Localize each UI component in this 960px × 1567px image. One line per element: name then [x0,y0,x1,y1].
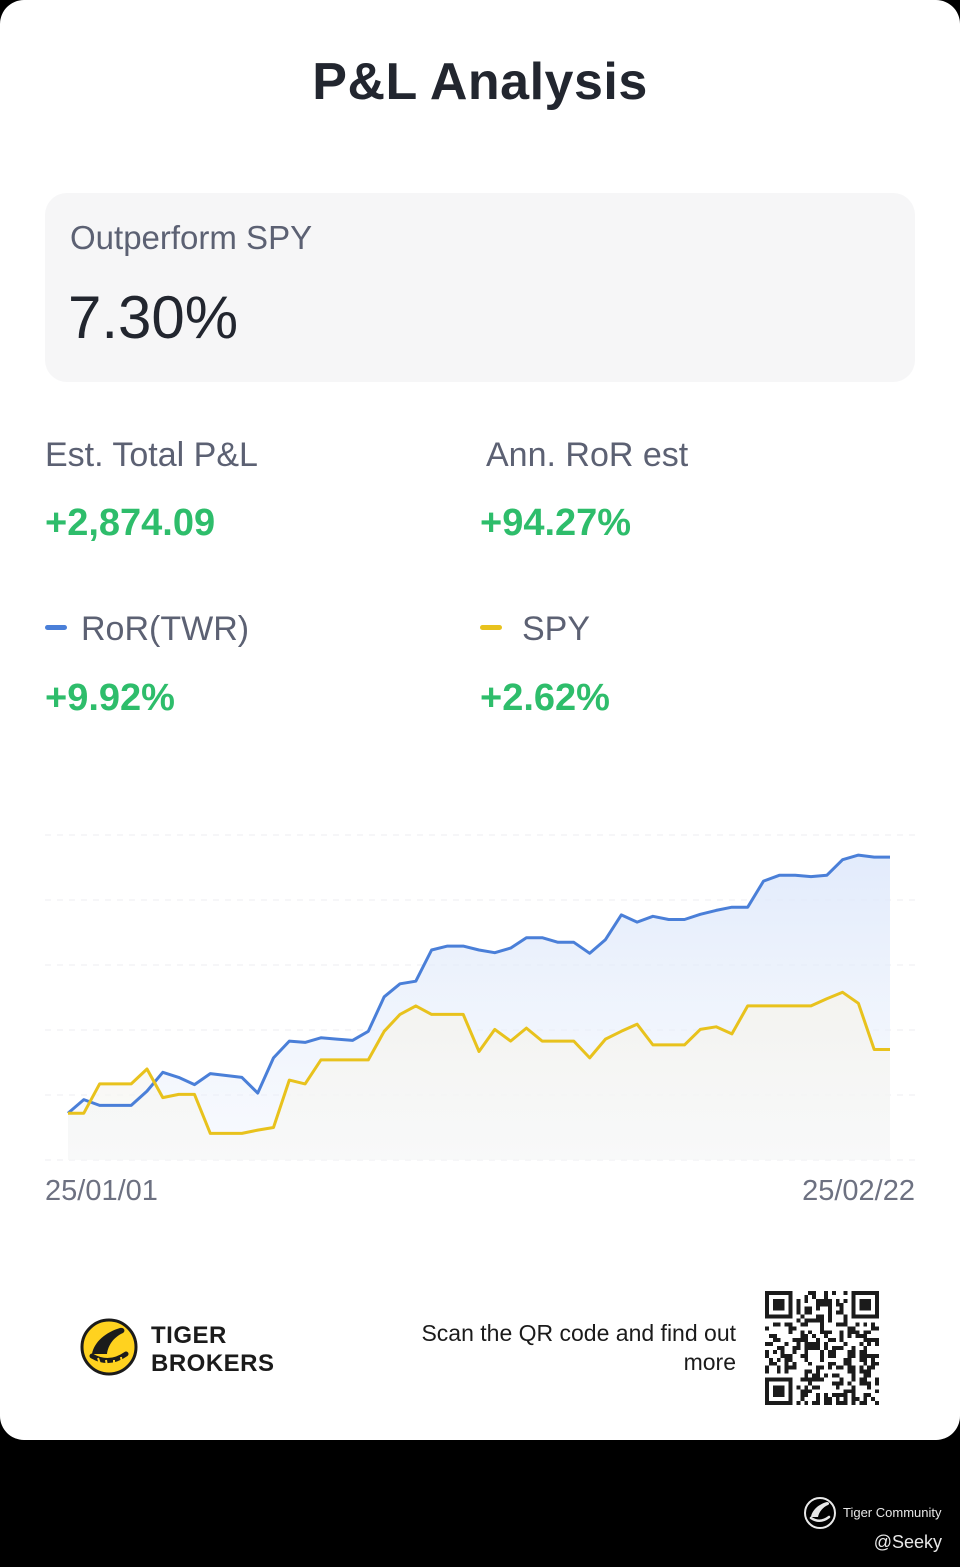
brand-line-2: BROKERS [151,1350,275,1377]
ror-legend-label: RoR(TWR) [81,610,250,648]
x-axis-start-label: 25/01/01 [45,1175,158,1207]
tiger-community-label: Tiger Community [843,1505,942,1520]
ann-ror-value: +94.27% [480,502,632,544]
performance-chart [45,834,915,1161]
scan-qr-text: Scan the QR code and find out more [421,1320,736,1375]
outperform-label: Outperform SPY [70,219,313,256]
spy-series-line [68,990,890,1135]
spy-legend-swatch [480,625,502,630]
ann-ror-label: Ann. RoR est [486,436,689,474]
qr-code[interactable] [765,1291,879,1405]
tiger-community-brand: Tiger Community [803,1496,953,1532]
x-axis-end-label: 25/02/22 [802,1175,915,1207]
outperform-value: 7.30% [68,284,239,351]
ror-value: +9.92% [45,677,175,719]
total-pl-label: Est. Total P&L [45,436,258,474]
tiger-brokers-logo: TIGER BROKERS [80,1318,274,1380]
ror-series-line [67,853,890,1115]
tiger-logo-icon [80,1318,138,1376]
spy-series-area [68,992,890,1160]
outperform-panel: Outperform SPY 7.30% [45,193,915,382]
user-handle: @Seeky [873,1532,942,1552]
pl-analysis-card: P&L Analysis Outperform SPY 7.30% Est. T… [0,0,960,1440]
tiger-brokers-wordmark: TIGER BROKERS [151,1322,275,1378]
brand-line-1: TIGER [151,1322,227,1349]
spy-value: +2.62% [480,677,610,719]
spy-legend-label: SPY [522,610,591,648]
page-title: P&L Analysis [312,53,648,111]
tiger-community-icon [804,1497,836,1529]
ror-legend-swatch [45,625,67,630]
total-pl-value: +2,874.09 [45,502,216,544]
